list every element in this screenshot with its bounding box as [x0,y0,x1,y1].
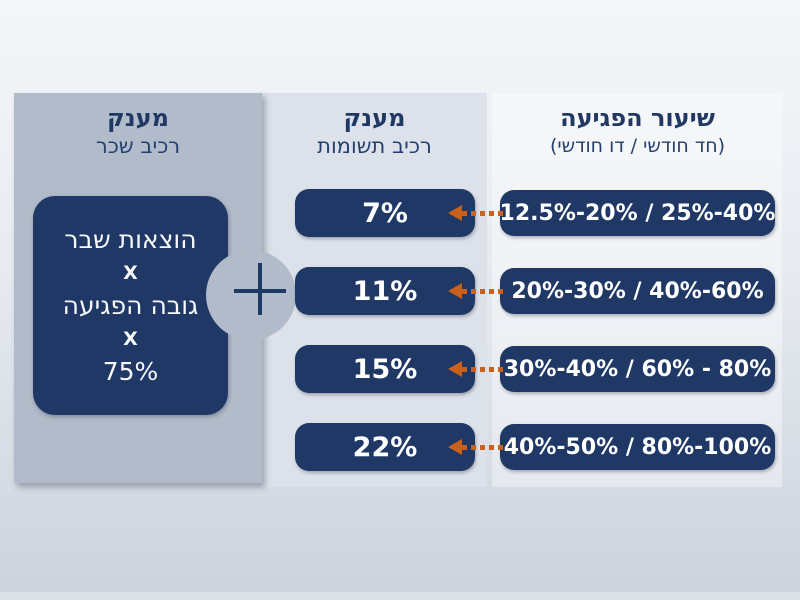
damage-range-box: 30%-40% / 60% - 80% [500,346,775,392]
salary-formula-box: הוצאות שבר X גובה הפגיעה X 75% [33,196,228,415]
inputs-component-title: מענק [343,104,406,132]
inputs-component-subtitle: רכיב תשומות [317,134,432,158]
plus-icon [258,263,262,315]
mapping-row: 11% 20%-30% / 40%-60% [295,267,775,315]
mapping-row: 7% 12.5%-20% / 25%-40% [295,189,775,237]
formula-line: 75% [102,356,159,386]
salary-component-subtitle: רכיב שכר [95,134,181,158]
damage-range-value: 12.5%-20% / 25%-40% [499,200,776,226]
grant-rate-value: 11% [352,275,418,307]
grant-rate-value: 15% [352,353,418,385]
dashed-arrow-left-icon [448,283,505,299]
dashed-arrow-left-icon [448,205,505,221]
grant-rate-box: 7% [295,189,475,237]
damage-range-box: 20%-30% / 40%-60% [500,268,775,314]
damage-range-box: 40%-50% / 80%-100% [500,424,775,470]
grant-rate-box: 22% [295,423,475,471]
inputs-component-header: מענק רכיב תשומות [272,103,477,160]
salary-component-header: מענק רכיב שכר [14,93,262,160]
bottom-band [0,592,800,600]
grant-rate-box: 11% [295,267,475,315]
damage-rate-subtitle: (חד חודשי / דו חודשי) [549,135,726,157]
formula-line: הוצאות שבר [64,224,197,254]
grant-rate-value: 7% [362,197,408,229]
dashed-arrow-left-icon [448,439,505,455]
arrow-dashes [462,210,505,216]
multiply-symbol: X [123,261,138,284]
damage-range-box: 12.5%-20% / 25%-40% [500,190,775,236]
damage-range-value: 30%-40% / 60% - 80% [503,356,772,382]
arrow-dashes [462,444,505,450]
arrowhead-icon [448,205,462,221]
dashed-arrow-left-icon [448,361,505,377]
damage-range-value: 20%-30% / 40%-60% [511,278,764,304]
multiply-symbol: X [123,327,138,350]
arrowhead-icon [448,283,462,299]
formula-line: גובה הפגיעה [62,290,199,320]
grant-rate-value: 22% [352,431,418,463]
damage-rate-header: שיעור הפגיעה (חד חודשי / דו חודשי) [500,103,775,160]
damage-rate-title: שיעור הפגיעה [560,104,715,132]
mapping-row: 15% 30%-40% / 60% - 80% [295,345,775,393]
damage-range-value: 40%-50% / 80%-100% [503,434,772,460]
arrow-dashes [462,366,505,372]
arrow-dashes [462,288,505,294]
grant-rate-box: 15% [295,345,475,393]
arrowhead-icon [448,361,462,377]
salary-component-title: מענק [107,104,169,132]
arrowhead-icon [448,439,462,455]
plus-connector [206,250,296,340]
mapping-row: 22% 40%-50% / 80%-100% [295,423,775,471]
